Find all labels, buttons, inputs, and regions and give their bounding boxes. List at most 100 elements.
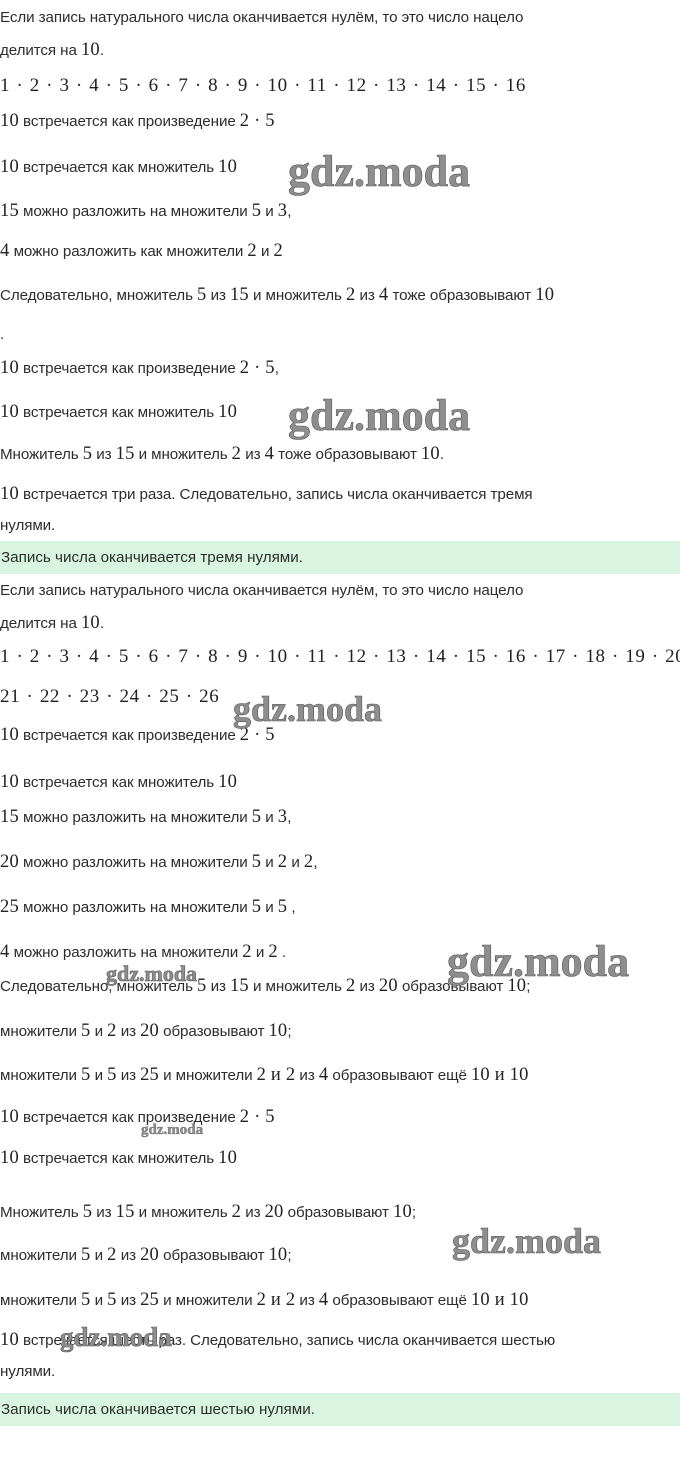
text-line: 10 встречается как произведение 2 · 5 — [0, 111, 680, 132]
text-fragment: Множитель — [0, 446, 83, 463]
math-value: 10 — [80, 613, 100, 633]
text-fragment: можно разложить на множители — [9, 944, 243, 961]
math-value: 2 — [231, 444, 242, 464]
answer-text: Запись числа оканчивается шестью нулями. — [1, 1401, 315, 1418]
math-value: 5 — [82, 444, 93, 464]
text-fragment: образовывают — [158, 1247, 269, 1264]
math-value: 15 — [0, 201, 19, 221]
text-fragment: можно разложить на множители — [18, 899, 252, 916]
text-fragment: и — [261, 809, 278, 826]
math-value: 5 — [251, 807, 262, 827]
math-value: 5 — [81, 1245, 91, 1265]
text-fragment: встречается как произведение — [18, 113, 240, 130]
math-value: 20 — [140, 1021, 159, 1041]
math-value: 10 — [218, 1148, 238, 1168]
math-value: 10 — [0, 725, 19, 745]
text-fragment: , — [313, 854, 318, 871]
text-fragment: из — [206, 287, 230, 304]
text-fragment: встречается как множитель — [18, 1150, 219, 1167]
math-value: 10 — [535, 285, 555, 305]
math-value: 3 — [277, 201, 288, 221]
text-line: множители 5 и 5 из 25 и множители 2 и 2 … — [0, 1290, 680, 1311]
text-fragment: множители — [0, 1067, 82, 1084]
product-chain: 1 · 2 · 3 · 4 · 5 · 6 · 7 · 8 · 9 · 10 ·… — [0, 646, 680, 667]
math-value: 2 — [273, 241, 283, 261]
math-value: 5 — [107, 1065, 117, 1085]
math-value: 4 — [0, 241, 10, 261]
text-line: 15 можно разложить на множители 5 и 3, — [0, 807, 680, 828]
math-value: 15 — [229, 976, 249, 996]
text-fragment: ; — [526, 978, 531, 995]
text-fragment: и множители — [158, 1067, 257, 1084]
text-line: нулями. — [0, 1363, 56, 1380]
text-fragment: из — [295, 1292, 319, 1309]
text-fragment: ; — [287, 1023, 292, 1040]
math-value: 10 — [507, 976, 527, 996]
math-value: 10 — [218, 772, 238, 792]
math-value: 5 — [197, 285, 207, 305]
text-fragment: встречается как множитель — [18, 774, 219, 791]
math-value: 10 — [420, 444, 440, 464]
text-line: Множитель 5 из 15 и множитель 2 из 20 об… — [0, 1202, 680, 1223]
text-fragment: и множитель — [134, 1204, 232, 1221]
text-fragment: . — [99, 42, 104, 59]
text-fragment: встречается как произведение — [18, 360, 240, 377]
text-line: множители 5 и 5 из 25 и множители 2 и 2 … — [0, 1065, 680, 1086]
text-fragment: множители — [0, 1247, 82, 1264]
math-value: 2 — [247, 241, 257, 261]
text-line: Если запись натурального числа оканчивае… — [0, 9, 524, 26]
text-fragment: ; — [411, 1204, 417, 1221]
math-value: 25 — [0, 897, 19, 917]
text-fragment: из — [241, 446, 265, 463]
math-value: 10 — [0, 402, 19, 422]
text-line: Следовательно, множитель 5 из 15 и множи… — [0, 976, 680, 997]
math-value: 10 — [0, 1107, 19, 1127]
math-value: 5 — [81, 1021, 91, 1041]
text-fragment: , — [274, 360, 279, 377]
math-value: 15 — [0, 807, 19, 827]
text-fragment: делится на — [0, 615, 81, 632]
text-fragment: и — [90, 1292, 108, 1309]
math-value: 25 — [140, 1290, 159, 1310]
math-value: 2 и 2 — [256, 1065, 296, 1085]
text-line: Множитель 5 из 15 и множитель 2 из 4 тож… — [0, 444, 680, 465]
math-value: 4 — [0, 942, 10, 962]
text-line: Если запись натурального числа оканчивае… — [0, 582, 524, 599]
text-fragment: , — [287, 809, 292, 826]
text-fragment: и — [90, 1023, 108, 1040]
math-value: 10 — [0, 358, 19, 378]
text-fragment: образовывают — [283, 1204, 393, 1221]
text-line: . — [0, 326, 5, 343]
math-value: 4 — [378, 285, 389, 305]
text-fragment: и множители — [158, 1292, 257, 1309]
text-fragment: . — [277, 944, 287, 961]
text-fragment: и — [261, 203, 278, 220]
math-value: 20 — [264, 1202, 284, 1222]
math-value: 15 — [229, 285, 249, 305]
text-line: 10 встречается как множитель 10 — [0, 772, 680, 793]
math-value: 10 — [268, 1021, 288, 1041]
text-fragment: из — [92, 1204, 116, 1221]
math-value: 10 — [0, 157, 19, 177]
math-value: 5 — [251, 897, 262, 917]
text-line: 4 можно разложить как множители 2 и 2 — [0, 241, 680, 262]
math-value: 25 — [140, 1065, 159, 1085]
text-fragment: из — [92, 446, 116, 463]
text-line: множители 5 и 2 из 20 образовывают 10; — [0, 1021, 680, 1042]
text-line: 10 встречается как множитель 10 — [0, 1148, 680, 1169]
text-line: 20 можно разложить на множители 5 и 2 и … — [0, 852, 680, 873]
math-value: 10 — [0, 111, 19, 131]
answer-box-2: Запись числа оканчивается шестью нулями. — [0, 1393, 680, 1426]
math-value: 2 — [242, 942, 252, 962]
math-value: 2 — [107, 1245, 117, 1265]
product-chain: 1 · 2 · 3 · 4 · 5 · 6 · 7 · 8 · 9 · 10 ·… — [0, 75, 527, 96]
text-line: 10 встречается как множитель 10 — [0, 157, 680, 178]
math-value: 10 — [0, 1330, 19, 1350]
text-line: 10 встречается как произведение 2 · 5, — [0, 358, 680, 379]
text-fragment: и множитель — [248, 978, 346, 995]
text-fragment: . — [99, 615, 104, 632]
math-value: 2 — [303, 852, 314, 872]
text-fragment: встречается как произведение — [18, 727, 240, 744]
math-value: 2 — [268, 942, 278, 962]
text-fragment: и — [251, 944, 269, 961]
